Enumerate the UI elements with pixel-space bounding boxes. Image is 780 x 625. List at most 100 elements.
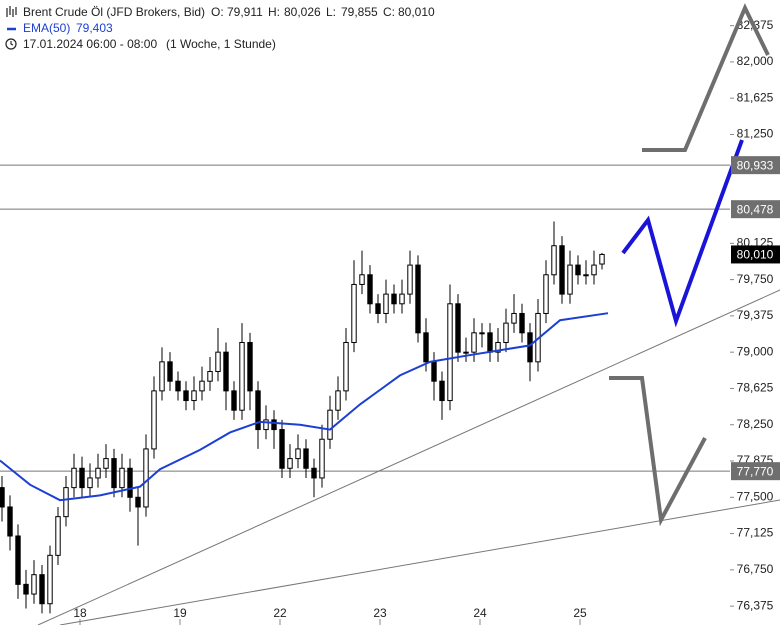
candle-body — [471, 332, 477, 353]
x-tick-label: 18 — [73, 606, 87, 620]
candle-body — [327, 409, 333, 440]
ohlc-key: L: — [326, 5, 336, 19]
candle-body — [7, 506, 13, 537]
candle-body — [127, 467, 133, 498]
candle-body — [207, 371, 213, 382]
candle-body — [415, 264, 421, 334]
candle-body — [79, 467, 85, 489]
plot-background: 76,37576,75077,12577,50077,87578,25078,6… — [0, 18, 774, 625]
price-label: 77,770 — [737, 464, 774, 478]
legend: Brent Crude Öl (JFD Brokers, Bid) O: 79,… — [5, 5, 435, 51]
candle-body — [399, 293, 405, 305]
candle-body — [511, 312, 517, 324]
clock-icon — [5, 38, 17, 50]
candle-body — [599, 253, 605, 265]
scenario-path — [621, 139, 744, 328]
candle-body — [55, 516, 61, 556]
y-tick-label: 81,625 — [737, 90, 774, 104]
y-tick-label: 79,375 — [737, 308, 774, 322]
ohlc-key: C: — [383, 5, 395, 19]
scenario-path — [642, 3, 770, 152]
x-tick-label: 23 — [373, 606, 387, 620]
candle-body — [407, 264, 413, 295]
candle-body — [135, 496, 141, 508]
price-label: 80,010 — [737, 248, 774, 262]
candle-body — [343, 341, 349, 392]
y-tick-label: 76,375 — [737, 598, 774, 612]
price-label-box — [731, 462, 780, 481]
candle-body — [239, 341, 245, 411]
ohlc-value: 80,010 — [398, 5, 435, 19]
candle-body — [71, 467, 77, 489]
candle-body — [551, 245, 557, 276]
ohlc-key: O: — [211, 5, 224, 19]
candle-body — [591, 264, 597, 276]
candle-body — [463, 351, 469, 354]
candle-body — [431, 361, 437, 382]
candle-body — [247, 341, 253, 392]
price-label-box — [731, 200, 780, 219]
chart-title: Brent Crude Öl (JFD Brokers, Bid) — [23, 5, 205, 19]
candle-body — [559, 245, 565, 295]
x-tick-label: 24 — [473, 606, 487, 620]
price-label: 80,933 — [737, 158, 774, 172]
candle-body — [39, 574, 45, 605]
candle-body — [335, 390, 341, 411]
candle-body — [63, 487, 69, 518]
ohlc-key: H: — [268, 5, 280, 19]
ohlc-value: 79,911 — [227, 5, 263, 19]
chart-icon — [6, 6, 17, 17]
y-tick-label: 79,000 — [737, 344, 774, 358]
y-tick-label: 76,750 — [737, 562, 774, 576]
x-tick-label: 25 — [573, 606, 587, 620]
scenario-path — [609, 376, 707, 527]
trend-line — [59, 499, 780, 625]
candle-body — [375, 303, 381, 314]
y-tick-label: 77,125 — [737, 526, 774, 540]
candle-body — [47, 554, 53, 605]
candle-body — [439, 380, 445, 402]
candle-body — [23, 583, 29, 595]
trend-line — [37, 289, 780, 625]
candle-body — [311, 467, 317, 479]
candle-body — [231, 390, 237, 411]
candle-body — [223, 351, 229, 392]
candle-body — [383, 293, 389, 314]
candle-body — [295, 448, 301, 460]
candle-body — [0, 487, 5, 508]
candle-body — [191, 390, 197, 402]
candle-body — [479, 332, 485, 335]
candle-body — [15, 535, 21, 585]
candle-body — [103, 458, 109, 469]
x-tick-label: 19 — [173, 606, 187, 620]
candle-body — [151, 390, 157, 450]
candle-body — [263, 419, 269, 431]
candle-body — [503, 322, 509, 343]
price-label: 80,478 — [737, 202, 774, 216]
candle-body — [319, 438, 325, 479]
candle-body — [447, 303, 453, 402]
y-tick-label: 77,500 — [737, 489, 774, 503]
price-labels: 80,933 80,478 77,770 80,010 — [731, 156, 780, 481]
y-tick-label: 78,250 — [737, 417, 774, 431]
y-tick-label: 78,625 — [737, 381, 774, 395]
candle-body — [279, 429, 285, 469]
candle-body — [351, 283, 357, 343]
candle-body — [359, 274, 365, 285]
period: 17.01.2024 06:00 - 08:00 — [23, 37, 157, 51]
candle-body — [455, 303, 461, 353]
price-label-box — [731, 245, 780, 264]
candle-body — [111, 458, 117, 489]
candle-body — [87, 477, 93, 489]
ohlc-value: 79,855 — [341, 5, 378, 19]
candle-body — [143, 448, 149, 508]
candles — [0, 221, 609, 614]
candle-body — [215, 351, 221, 373]
candle-body — [199, 380, 205, 392]
candle-body — [583, 274, 589, 277]
candle-body — [391, 293, 397, 305]
ohlc-value: 80,026 — [284, 5, 321, 19]
candle-body — [175, 380, 181, 392]
